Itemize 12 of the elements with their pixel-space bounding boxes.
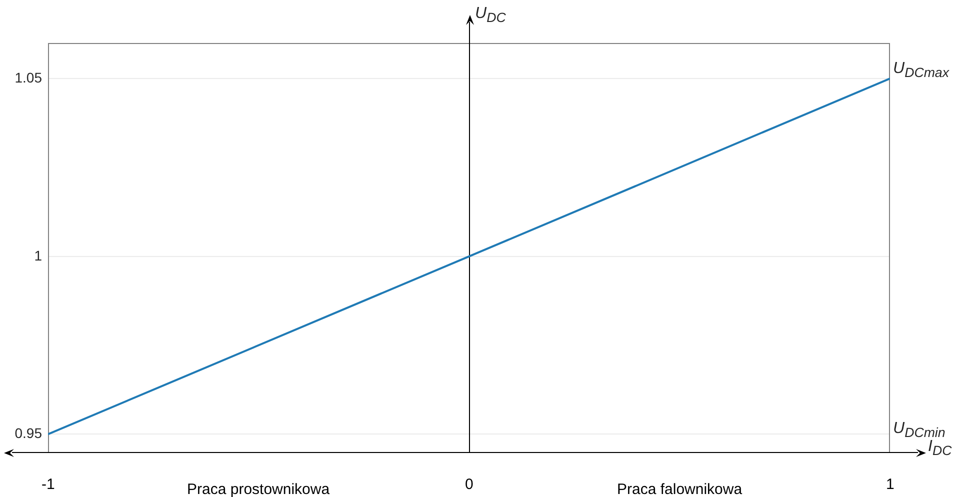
annotation: U$_{DCmax}$ xyxy=(893,60,949,80)
text: Praca falownikowa xyxy=(617,481,742,497)
y-axis-title: U$_{DC}$ xyxy=(475,5,506,26)
y-tick-label: 0.95 xyxy=(14,425,42,442)
x-tick-label: 0 xyxy=(465,476,474,493)
y-tick-label: 1 xyxy=(34,247,42,264)
text: U$_{DCmin}$ xyxy=(893,420,946,440)
y-tick-label: 1.05 xyxy=(14,69,42,86)
x-axis-title: I$_{DC}$ xyxy=(928,438,952,458)
text: Praca prostownikowa xyxy=(187,481,330,497)
x-tick-label: -1 xyxy=(42,476,55,493)
x-tick-label: 1 xyxy=(886,476,894,493)
